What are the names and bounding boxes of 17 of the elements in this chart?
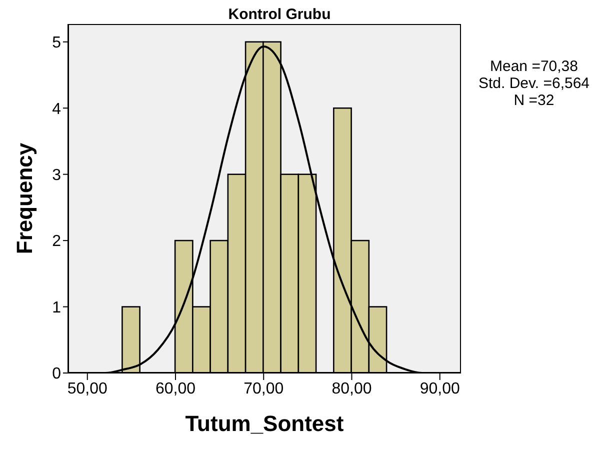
y-tick-label: 0	[52, 366, 62, 383]
y-tick-label: 3	[52, 167, 62, 184]
y-tick-label: 1	[52, 299, 62, 316]
x-tick-label: 60,00	[155, 380, 196, 398]
x-tick-label: 90,00	[420, 380, 460, 398]
y-tick-label: 2	[52, 233, 62, 250]
x-tick-label: 50,00	[67, 380, 108, 398]
y-tick-label: 5	[52, 34, 62, 52]
text: N =32	[512, 92, 556, 109]
text: Mean =70,38	[489, 58, 579, 75]
y-tick-label: 4	[52, 100, 62, 118]
x-tick-label: 70,00	[244, 380, 284, 398]
x-axis-title: Tutum_Sontest	[185, 411, 344, 436]
y-axis-title: Frequency	[12, 142, 37, 254]
chart-title: Kontrol Grubu	[227, 6, 332, 23]
x-tick-label: 80,00	[332, 380, 372, 398]
text: Std. Dev. =6,564	[477, 75, 591, 92]
